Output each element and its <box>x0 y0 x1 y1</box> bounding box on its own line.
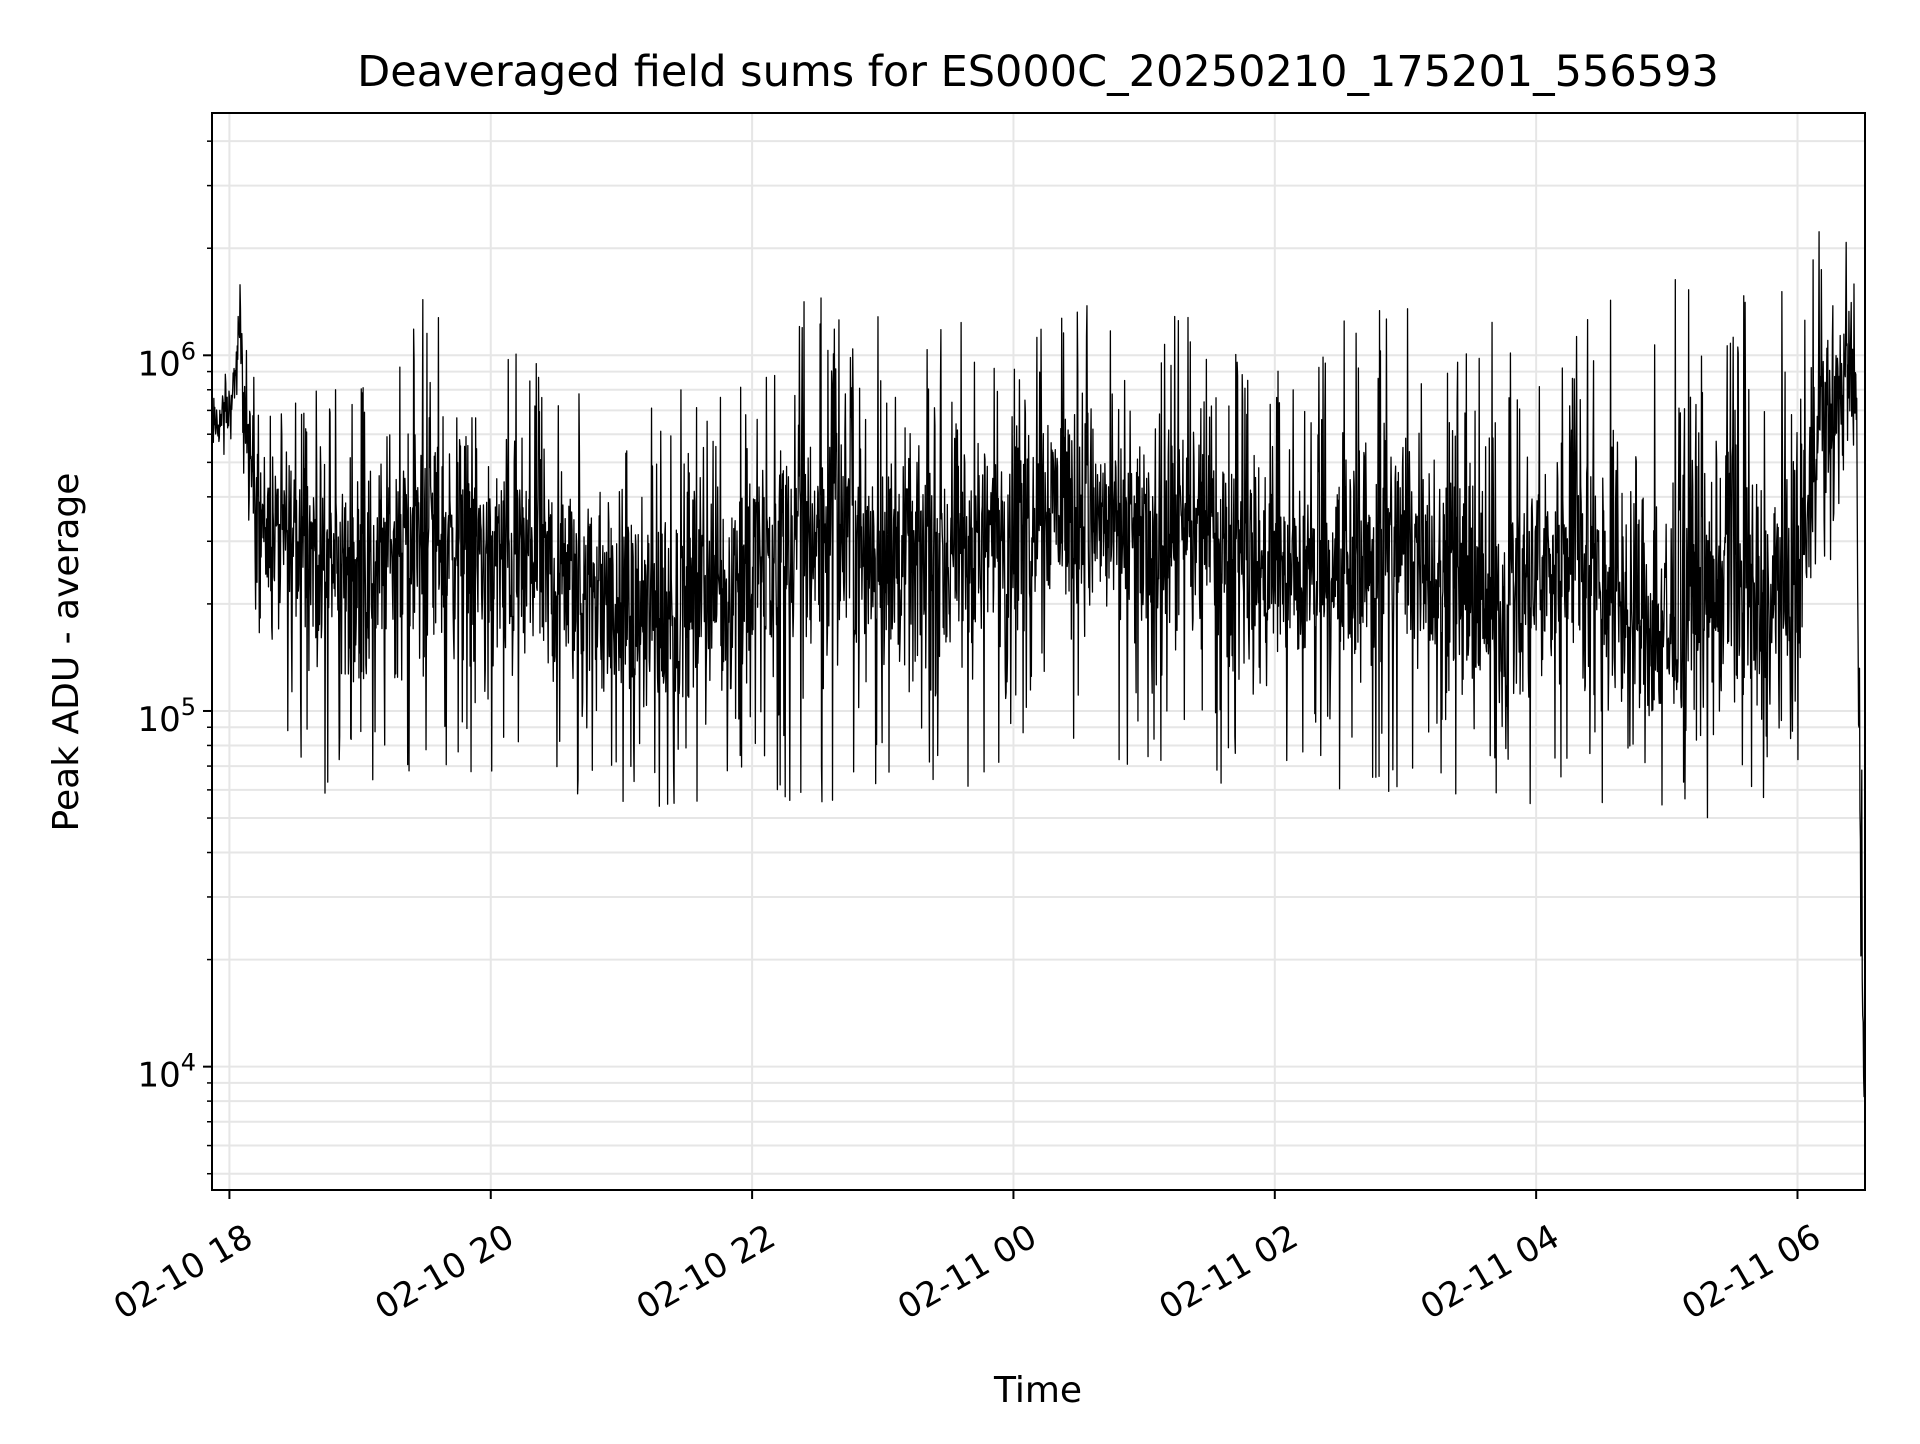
chart-title: Deaveraged field sums for ES000C_2025021… <box>357 47 1719 97</box>
plot-frame <box>211 112 1866 1191</box>
y-tick-label: 106 <box>137 337 196 384</box>
series-line <box>212 231 1865 1098</box>
plot-area <box>212 231 1865 1098</box>
axis-ticks <box>203 140 1799 1199</box>
grid-lines <box>212 113 1865 1190</box>
y-tick-labels: 104 105 106 <box>137 337 196 1095</box>
y-tick-label: 104 <box>137 1049 196 1096</box>
y-axis-label: Peak ADU - average <box>46 473 87 832</box>
y-tick-label: 105 <box>137 693 196 740</box>
x-axis-label: Time <box>993 1370 1082 1411</box>
